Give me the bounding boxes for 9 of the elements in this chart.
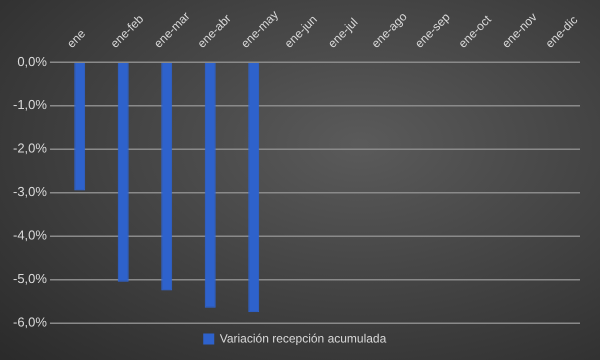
x-tick-label: ene	[64, 26, 88, 51]
y-tick-label: -5,0%	[12, 271, 48, 286]
y-tick-label: -4,0%	[12, 228, 48, 243]
y-tick-label: -2,0%	[12, 140, 48, 156]
y-tick-label: -1,0%	[12, 97, 48, 112]
y-tick-label: -6,0%	[12, 314, 48, 330]
y-tick-label: 0,0%	[17, 54, 48, 69]
legend-label: Variación recepción acumulada	[220, 331, 387, 346]
y-tick-label: -3,0%	[12, 184, 48, 200]
